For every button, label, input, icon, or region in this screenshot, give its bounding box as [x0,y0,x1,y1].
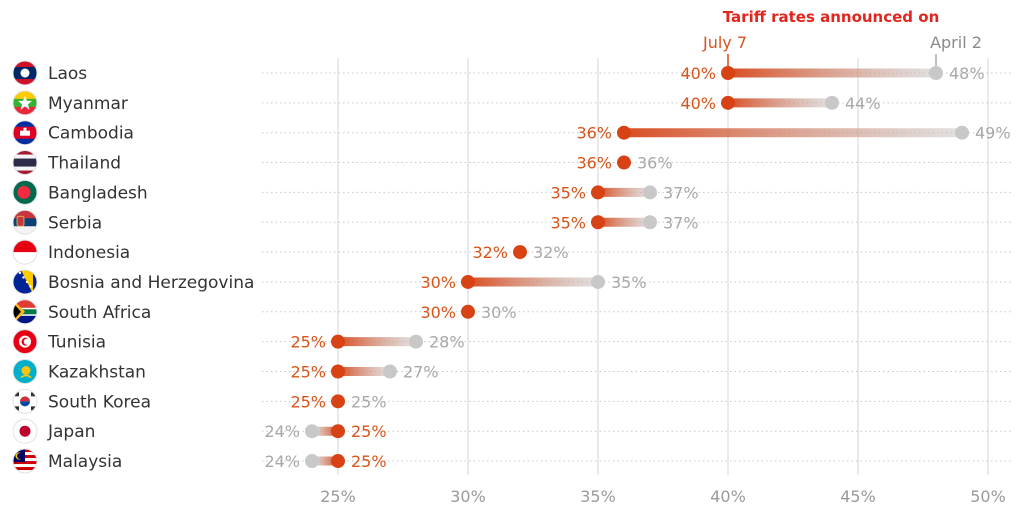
dumbbell-connectors [312,68,962,466]
april2-value-label: 49% [975,124,1011,143]
bangladesh-flag-icon [12,179,38,205]
country-label: Kazakhstan [48,363,146,383]
april2-value-label: 36% [637,154,673,173]
april2-value-label: 48% [949,64,985,83]
x-tick-label: 40% [710,487,746,506]
july7-value-label: 25% [290,392,326,411]
april2-point [591,274,605,289]
country-labels: Laos Myanmar Cambodia Thailand Bangladesh Ser… [47,64,254,472]
july7-point [617,155,631,170]
april2-value-label: 35% [611,273,647,292]
legend-series-april2: April 2 [930,33,982,52]
laos-flag-icon [12,60,38,86]
april2-point [305,454,319,469]
serbia-flag-icon [12,209,38,235]
july7-point [721,95,735,110]
april2-value-label: 32% [533,243,569,262]
july7-point [331,334,345,349]
indonesia-flag-icon [12,239,38,265]
malaysia-flag-icon [12,448,38,474]
japan-flag-icon [12,418,38,444]
x-axis-ticks: 25% 30% 35% 40% 45% 50% [320,487,1006,506]
july7-point [591,215,605,230]
april2-value-label: 28% [429,333,465,352]
july7-value-label: 25% [351,452,387,471]
vertical-gridlines [337,58,989,475]
country-label: South Korea [48,392,151,412]
july7-value-label: 36% [576,124,612,143]
april2-point [383,364,397,379]
july7-point [617,125,631,140]
cambodia-flag-icon [12,120,38,146]
april2-value-label: 44% [845,94,881,113]
x-tick-label: 35% [580,487,616,506]
april2-point [929,66,943,80]
country-label: Myanmar [48,94,128,114]
july7-value-label: 40% [680,64,716,83]
country-label: Japan [47,422,95,442]
april2-value-label: 27% [403,363,439,382]
july7-value-label: 30% [420,303,456,322]
april2-value-label: 37% [663,213,699,232]
country-label: Thailand [47,154,121,174]
legend-series-july7: July 7 [702,33,747,52]
x-tick-label: 25% [320,487,356,506]
legend-header: Tariff rates announced on July 7 April 2 [702,8,982,66]
country-label: South Africa [48,303,151,323]
thailand-flag-icon [12,150,38,176]
country-label: Serbia [48,213,102,233]
tunisia-flag-icon [12,329,38,355]
value-labels: 40% 48% 40% 44% 36% 49% 36% 36% 35% 37% 35% 37% 32% 3… [264,64,1010,471]
april2-value-label: 37% [663,183,699,202]
south-korea-flag-icon [12,388,38,414]
south-africa-flag-icon [12,299,38,325]
country-label: Tunisia [47,333,106,353]
july7-point [591,185,605,200]
april2-value-label: 25% [351,392,387,411]
july7-point [513,245,527,260]
april2-point [825,95,839,110]
april2-point [643,185,657,200]
july7-point [331,424,345,439]
july7-value-label: 25% [351,422,387,441]
july7-point [331,454,345,469]
july7-point [331,364,345,379]
july7-value-label: 25% [290,363,326,382]
april2-value-label: 30% [481,303,517,322]
july7-point [461,274,475,289]
july7-value-label: 40% [680,94,716,113]
july7-value-label: 35% [550,183,586,202]
x-tick-label: 30% [450,487,486,506]
april2-value-label: 24% [264,422,300,441]
country-label: Indonesia [48,243,130,263]
july7-value-label: 25% [290,333,326,352]
dumbbell-points [305,66,969,469]
legend-title: Tariff rates announced on [723,8,940,26]
april2-value-label: 24% [264,452,300,471]
country-label: Laos [48,64,87,84]
april2-point [305,424,319,439]
july7-value-label: 30% [420,273,456,292]
country-label: Bosnia and Herzegovina [48,273,254,293]
myanmar-flag-icon [12,90,38,116]
july7-value-label: 35% [550,213,586,232]
april2-point [409,334,423,349]
april2-point [955,125,969,140]
country-label: Bangladesh [48,183,148,203]
july7-value-label: 36% [576,154,612,173]
kazakhstan-flag-icon [12,359,38,384]
april2-point [643,215,657,230]
x-tick-label: 45% [840,487,876,506]
bosnia-flag-icon [12,269,38,295]
july7-point [461,304,475,319]
country-label: Malaysia [48,452,122,472]
country-flags [12,60,38,474]
country-label: Cambodia [48,124,134,144]
july7-point [331,394,345,409]
july7-value-label: 32% [472,243,508,262]
x-tick-label: 50% [970,487,1006,506]
july7-point [721,66,735,80]
